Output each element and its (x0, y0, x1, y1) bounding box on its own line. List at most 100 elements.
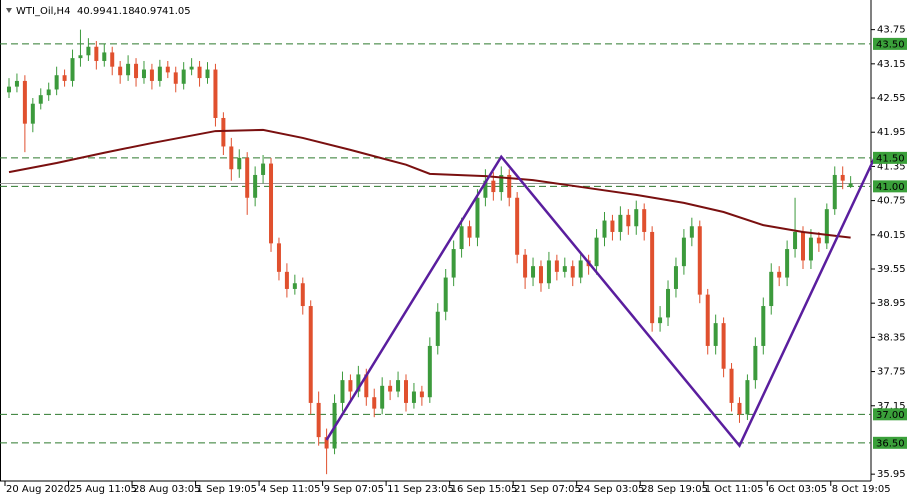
candle-body (832, 174, 837, 210)
y-tick-label: 35.95 (877, 469, 906, 480)
candle-body (229, 146, 234, 170)
x-tick-label: 20 Aug 2020 (6, 484, 70, 495)
quote-open: 40.99 (77, 6, 106, 17)
candle-body (491, 180, 496, 193)
candle-body (388, 385, 393, 392)
candle-body (213, 69, 218, 118)
candle-body (435, 311, 440, 346)
candle-body (300, 283, 305, 307)
candle-body (618, 214, 623, 232)
candle-body (165, 66, 170, 73)
candle-body (181, 69, 186, 84)
x-tick-label: 24 Sep 03:05 (578, 484, 645, 495)
candle-body (546, 260, 551, 284)
candle-body (276, 243, 281, 272)
candle-body (253, 174, 258, 198)
candle-body (205, 69, 210, 79)
candle-body (681, 237, 686, 267)
candle-body (94, 46, 99, 61)
level-label: 37.00 (876, 410, 905, 421)
level-label: 36.50 (876, 438, 905, 449)
x-tick-label: 1 Oct 11:05 (705, 484, 764, 495)
x-tick-label: 4 Sep 11:05 (260, 484, 320, 495)
level-label: 43.50 (876, 39, 905, 50)
level-label-box (873, 151, 907, 164)
candle-body (348, 380, 353, 392)
x-tick-label: 28 Aug 03:05 (133, 484, 200, 495)
candle-body (658, 317, 663, 324)
symbol-title: WTI_Oil,H4 (16, 6, 70, 17)
candle-body (578, 260, 583, 278)
x-tick-label: 21 Sep 07:05 (514, 484, 581, 495)
x-tick-label: 16 Sep 15:05 (451, 484, 518, 495)
x-tick-label: 11 Sep 23:05 (387, 484, 454, 495)
candle-body (697, 226, 702, 295)
candle-body (356, 374, 361, 392)
candle-body (602, 220, 607, 238)
candle-body (269, 163, 274, 244)
level-label-box (873, 436, 907, 449)
y-tick-label: 40.75 (877, 196, 906, 207)
x-tick-label: 9 Sep 07:05 (324, 484, 384, 495)
quote-low: 40.97 (134, 6, 163, 17)
candle-body (380, 385, 385, 409)
candle-body (46, 89, 51, 96)
candle-body (769, 271, 774, 307)
candle-body (705, 294, 710, 346)
level-label-box (873, 37, 907, 50)
quote-high: 41.18 (106, 6, 135, 17)
moving-average (8, 128, 851, 239)
candle-body (499, 174, 504, 193)
candle-body (443, 277, 448, 312)
candle-body (666, 288, 671, 318)
y-tick-label: 42.55 (877, 93, 906, 104)
candle-body (737, 402, 742, 415)
candle-body (134, 63, 139, 79)
candle-body (467, 226, 472, 238)
y-tick-label: 37.75 (877, 367, 906, 378)
level-label-box (873, 408, 907, 421)
candle-body (70, 58, 75, 81)
candle-body (86, 46, 91, 56)
candle-body (22, 80, 27, 124)
header: WTI_Oil,H4 40.99 41.18 40.97 41.05 (16, 6, 191, 17)
symbol-icon (6, 8, 12, 13)
candle-body (626, 214, 631, 227)
candle-body (753, 345, 758, 381)
candle-body (554, 260, 559, 272)
candle-body (308, 306, 313, 403)
y-tick-label: 43.15 (877, 59, 906, 70)
candle-body (62, 75, 67, 81)
candle-body (610, 220, 615, 232)
candle-body (840, 174, 845, 181)
candle-body (149, 69, 154, 81)
pattern-line (325, 154, 876, 448)
level-label-box (873, 180, 907, 193)
candle-body (673, 266, 678, 289)
candle-body (538, 266, 543, 284)
candle-body (570, 266, 575, 278)
level-label: 41.50 (876, 153, 905, 164)
y-tick-label: 39.55 (877, 264, 906, 275)
candle-body (141, 69, 146, 79)
candle-body (507, 174, 512, 198)
candle-body (110, 52, 115, 67)
candle-body (340, 380, 345, 403)
candle-body (824, 209, 829, 244)
y-tick-label: 38.35 (877, 332, 906, 343)
x-tick-label: 8 Oct 19:05 (832, 484, 891, 495)
y-tick-label: 43.75 (877, 25, 906, 36)
candle-body (523, 254, 528, 278)
candle-body (372, 397, 377, 409)
candle-body (237, 157, 242, 170)
candle-body (785, 249, 790, 278)
candle-body (7, 86, 11, 93)
candle-body (721, 323, 726, 369)
y-tick-label: 41.35 (877, 161, 906, 172)
candle-body (745, 380, 750, 415)
candle-body (816, 237, 821, 244)
candle-body (245, 157, 250, 198)
candle-body (793, 231, 798, 250)
